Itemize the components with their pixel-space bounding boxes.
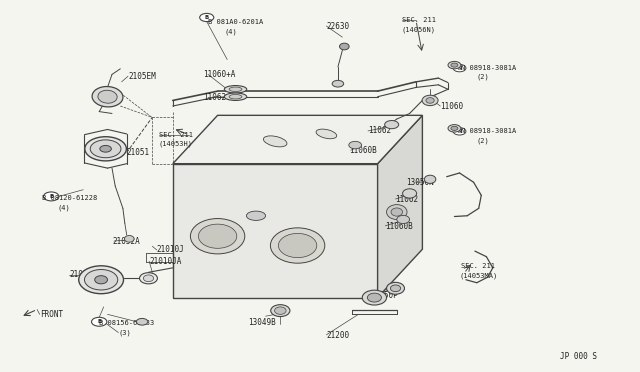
Text: 11060: 11060 (440, 102, 463, 110)
Ellipse shape (124, 235, 134, 242)
Text: 21010: 21010 (69, 270, 92, 279)
Ellipse shape (391, 208, 403, 216)
Polygon shape (173, 115, 422, 164)
Ellipse shape (448, 125, 461, 132)
Text: N: N (458, 65, 461, 71)
Ellipse shape (98, 90, 117, 103)
Ellipse shape (271, 228, 325, 263)
Text: B: B (205, 15, 209, 20)
Ellipse shape (140, 273, 157, 284)
Ellipse shape (278, 234, 317, 257)
Text: 11062+A: 11062+A (204, 93, 236, 102)
Ellipse shape (198, 224, 237, 248)
Ellipse shape (271, 305, 290, 317)
Polygon shape (173, 164, 378, 298)
Ellipse shape (340, 43, 349, 50)
Ellipse shape (390, 285, 401, 292)
Ellipse shape (225, 86, 247, 93)
Text: 13049B: 13049B (248, 318, 276, 327)
Ellipse shape (448, 61, 461, 69)
Text: JP 000 S: JP 000 S (560, 352, 597, 361)
Ellipse shape (85, 137, 127, 161)
Text: B 081A0-6201A: B 081A0-6201A (208, 19, 263, 25)
Ellipse shape (100, 145, 111, 152)
Text: (4): (4) (58, 204, 70, 211)
Text: SEC. 211: SEC. 211 (461, 263, 495, 269)
Ellipse shape (84, 269, 118, 290)
Text: 21010JA: 21010JA (149, 257, 182, 266)
Circle shape (200, 13, 214, 22)
Text: N: N (458, 129, 461, 134)
Circle shape (453, 128, 466, 135)
Text: 2105EM: 2105EM (128, 72, 156, 81)
Ellipse shape (332, 80, 344, 87)
Ellipse shape (451, 126, 458, 130)
Text: 21010J: 21010J (157, 246, 184, 254)
Ellipse shape (316, 129, 337, 139)
Ellipse shape (451, 63, 458, 67)
Polygon shape (378, 115, 422, 298)
Ellipse shape (136, 318, 148, 325)
Ellipse shape (225, 93, 247, 100)
Ellipse shape (367, 293, 381, 302)
Text: N 08918-3081A: N 08918-3081A (461, 65, 516, 71)
Text: (14053H): (14053H) (159, 141, 193, 147)
Text: SEC. 211: SEC. 211 (159, 132, 193, 138)
Ellipse shape (385, 121, 399, 129)
Ellipse shape (362, 290, 387, 305)
Text: (14053MA): (14053MA) (460, 272, 498, 279)
Text: 11062: 11062 (396, 195, 419, 203)
Circle shape (92, 317, 107, 326)
Ellipse shape (79, 266, 124, 294)
Text: (3): (3) (118, 329, 131, 336)
Ellipse shape (246, 211, 266, 220)
Text: 11060+A: 11060+A (204, 70, 236, 79)
Text: 11060B: 11060B (349, 146, 376, 155)
Ellipse shape (424, 175, 436, 183)
Text: 11060B: 11060B (385, 222, 413, 231)
Text: 21200: 21200 (326, 331, 349, 340)
Ellipse shape (397, 215, 410, 224)
Text: 13050N: 13050N (406, 178, 434, 187)
Circle shape (453, 64, 466, 72)
Ellipse shape (426, 97, 435, 103)
Ellipse shape (422, 95, 438, 106)
Text: 22630: 22630 (326, 22, 349, 31)
Ellipse shape (387, 282, 404, 294)
Text: B: B (97, 319, 101, 324)
Text: B 08120-61228: B 08120-61228 (42, 195, 97, 201)
Ellipse shape (95, 276, 108, 284)
Ellipse shape (92, 87, 123, 107)
Circle shape (44, 192, 59, 201)
Text: N 08918-3081A: N 08918-3081A (461, 128, 516, 134)
Ellipse shape (387, 205, 407, 219)
Text: FRONT: FRONT (40, 310, 63, 319)
Ellipse shape (349, 141, 362, 149)
Text: 21051: 21051 (127, 148, 150, 157)
Text: B 08156-61633: B 08156-61633 (99, 320, 154, 326)
Text: B: B (49, 194, 53, 199)
Text: (2): (2) (477, 74, 490, 80)
Text: SEC. 211: SEC. 211 (402, 17, 436, 23)
Text: 13050P: 13050P (370, 291, 397, 300)
Text: 21052A: 21052A (112, 237, 140, 246)
Ellipse shape (229, 87, 242, 92)
Ellipse shape (143, 275, 154, 282)
Ellipse shape (403, 189, 417, 198)
Text: 11062: 11062 (368, 126, 391, 135)
Text: (14056N): (14056N) (402, 26, 436, 33)
Ellipse shape (264, 136, 287, 147)
Text: (2): (2) (477, 137, 490, 144)
Ellipse shape (275, 307, 286, 314)
Ellipse shape (191, 219, 245, 254)
Text: (4): (4) (224, 28, 237, 35)
Ellipse shape (90, 140, 121, 158)
Ellipse shape (229, 94, 242, 99)
